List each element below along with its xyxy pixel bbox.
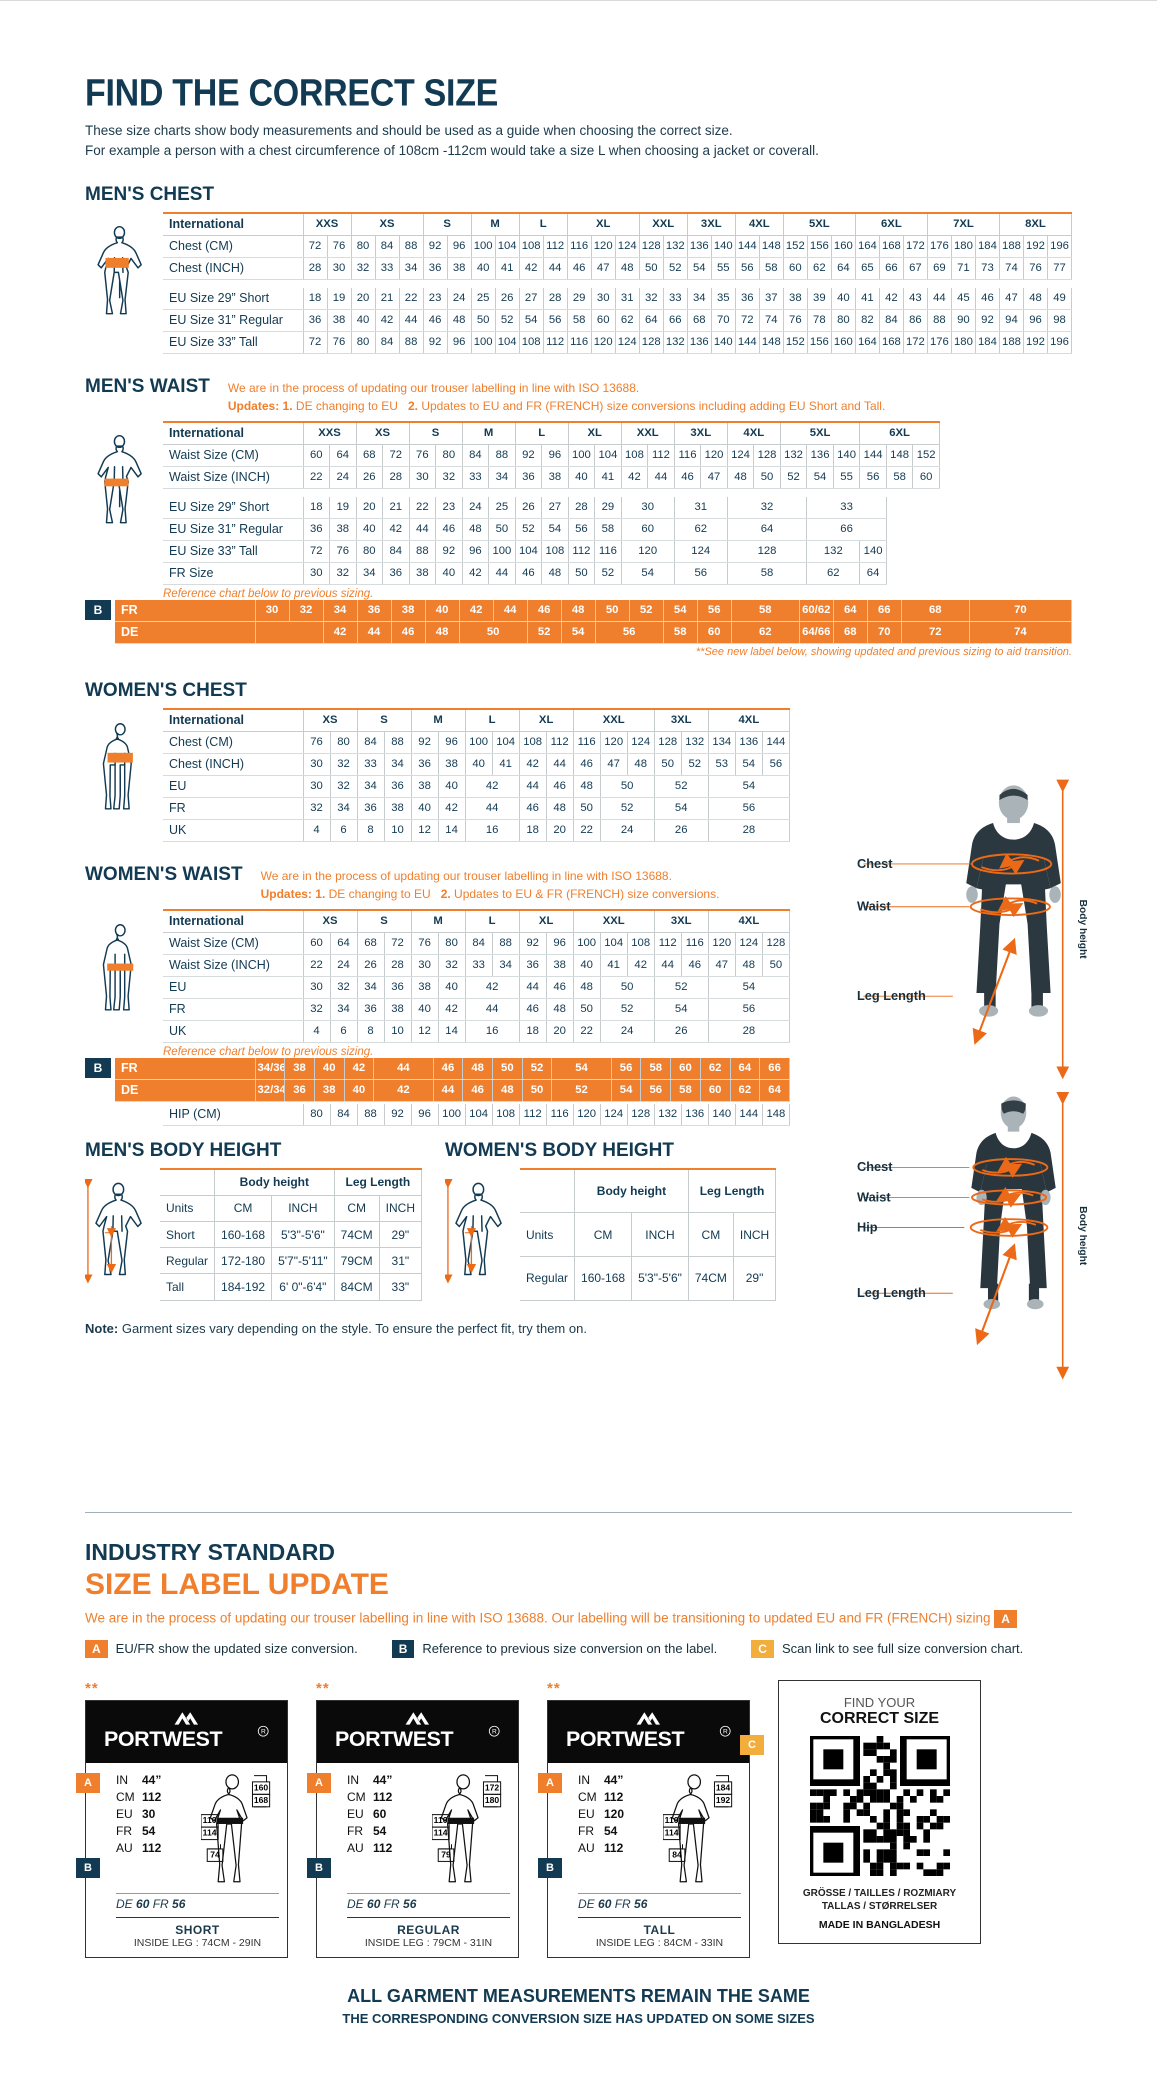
svg-text:R: R: [492, 1728, 497, 1735]
svg-text:Chest: Chest: [857, 1159, 893, 1174]
svg-text:Chest: Chest: [857, 855, 893, 870]
svg-text:180: 180: [485, 1794, 500, 1804]
svg-text:114: 114: [665, 1827, 679, 1837]
svg-text:74: 74: [210, 1849, 220, 1859]
svg-text:84: 84: [672, 1849, 682, 1859]
svg-text:R: R: [261, 1728, 266, 1735]
svg-text:114: 114: [203, 1827, 217, 1837]
svg-text:Body height: Body height: [1077, 899, 1087, 959]
svg-text:PORTWEST: PORTWEST: [566, 1727, 684, 1751]
svg-text:110: 110: [203, 1815, 217, 1825]
svg-text:R: R: [723, 1728, 728, 1735]
svg-text:184: 184: [716, 1782, 731, 1792]
svg-text:79: 79: [441, 1849, 451, 1859]
svg-text:172: 172: [485, 1782, 500, 1792]
svg-text:110: 110: [434, 1815, 448, 1825]
svg-text:114: 114: [434, 1827, 448, 1837]
svg-text:PORTWEST: PORTWEST: [335, 1727, 453, 1751]
svg-text:Waist: Waist: [857, 1189, 891, 1204]
svg-text:110: 110: [665, 1815, 679, 1825]
svg-text:Hip: Hip: [857, 1219, 878, 1234]
svg-text:Body height: Body height: [1077, 1206, 1087, 1266]
svg-text:192: 192: [716, 1794, 731, 1804]
svg-text:PORTWEST: PORTWEST: [104, 1727, 222, 1751]
svg-text:Leg Length: Leg Length: [857, 1285, 926, 1300]
svg-text:Waist: Waist: [857, 898, 891, 913]
svg-text:Leg Length: Leg Length: [857, 988, 926, 1003]
svg-text:168: 168: [254, 1794, 269, 1804]
svg-text:160: 160: [254, 1782, 269, 1792]
